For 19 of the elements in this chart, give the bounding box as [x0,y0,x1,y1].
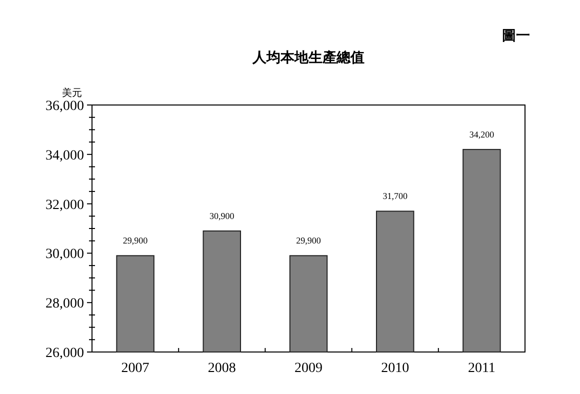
y-tick-label: 26,000 [46,346,84,361]
y-tick-label: 28,000 [46,296,84,312]
data-label: 31,700 [382,191,408,202]
y-tick-label: 30,000 [46,247,84,262]
x-tick-label: 2007 [121,361,150,376]
data-label: 29,900 [122,236,148,246]
data-label: 34,200 [469,129,495,140]
x-tick-label: 2010 [381,361,410,376]
data-label: 30,900 [210,210,235,221]
y-tick-label: 32,000 [46,198,84,213]
text: 圖一 [502,28,530,44]
x-tick-label: 2009 [294,361,322,376]
data-label: 29,900 [296,236,322,246]
x-tick-label: 2008 [208,361,236,376]
chart-title: 人均本地生產總值 [252,50,364,66]
y-tick-label: 36,000 [46,99,84,114]
y-axis-title: 美元 [62,87,82,99]
y-tick-label: 34,000 [46,148,84,164]
x-tick-label: 2011 [468,361,496,376]
